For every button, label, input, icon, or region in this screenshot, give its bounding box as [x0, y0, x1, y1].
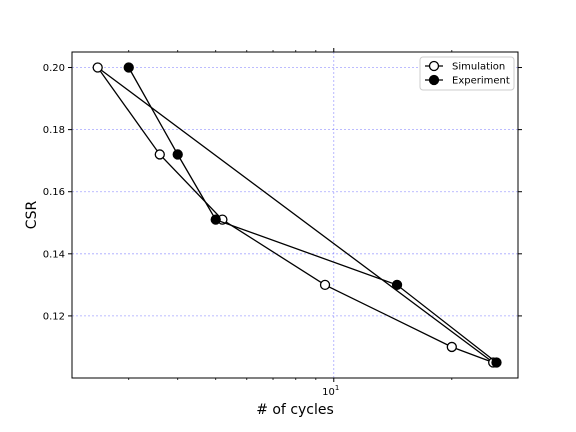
data-point-experiment	[391, 279, 403, 291]
data-point-simulation	[319, 279, 331, 291]
legend-marker-simulation	[428, 60, 440, 72]
data-point-simulation	[92, 62, 103, 73]
y-tick-label: 0.20	[43, 63, 65, 74]
data-point-experiment	[491, 357, 502, 368]
legend-label-experiment: Experiment	[452, 76, 510, 87]
data-point-experiment	[210, 214, 221, 225]
data-point-simulation	[446, 341, 457, 353]
legend: Simulation Experiment	[419, 56, 515, 91]
data-point-experiment	[123, 62, 134, 73]
y-tick-label: 0.14	[43, 249, 65, 260]
y-axis-label: CSR	[24, 201, 40, 230]
data-point-simulation	[154, 149, 165, 160]
legend-box	[419, 56, 515, 91]
plot-area-frame	[71, 51, 519, 379]
data-point-experiment	[172, 149, 183, 160]
x-axis-label: # of cycles	[256, 402, 334, 418]
y-tick-label: 0.18	[43, 125, 65, 136]
y-tick-label: 0.16	[43, 187, 65, 198]
legend-label-simulation: Simulation	[452, 62, 505, 73]
axis-ticks: 0.12 0.14 0.16 0.18 0.20 101	[43, 48, 522, 398]
series-line-experiment	[128, 67, 497, 364]
series-line-simulation	[97, 66, 494, 364]
legend-marker-experiment	[428, 74, 440, 86]
series-layer	[92, 62, 502, 368]
y-tick-label: 0.12	[43, 311, 65, 322]
x-tick-label: 101	[322, 384, 339, 398]
